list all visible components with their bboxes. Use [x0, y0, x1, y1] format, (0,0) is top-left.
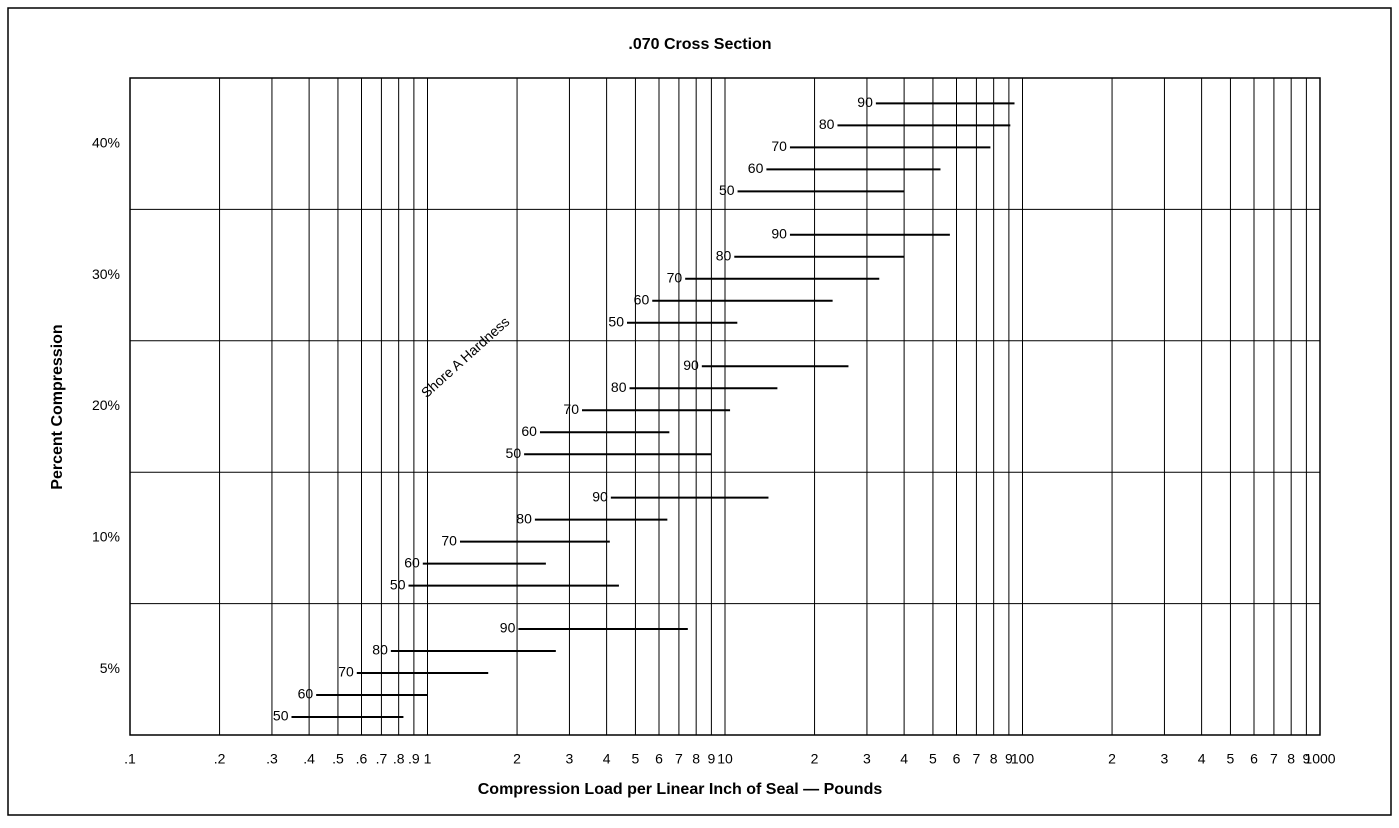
series-label: 50 [390, 576, 406, 592]
x-tick-label: 100 [1011, 751, 1035, 767]
x-tick-label: 10 [717, 751, 733, 767]
series-label: 80 [716, 248, 732, 264]
x-tick-label: .4 [303, 751, 315, 767]
y-axis-title: Percent Compression [49, 324, 66, 489]
series-label: 70 [563, 401, 579, 417]
x-tick-label: 4 [900, 751, 908, 767]
series-label: 90 [857, 94, 873, 110]
x-tick-label: 1000 [1304, 751, 1335, 767]
x-tick-label: 9 [707, 751, 715, 767]
x-tick-label: 6 [953, 751, 961, 767]
y-tick-label: 20% [92, 397, 120, 413]
x-tick-label: 5 [1227, 751, 1235, 767]
x-tick-label: 3 [863, 751, 871, 767]
x-tick-label: 5 [929, 751, 937, 767]
series-label: 60 [298, 686, 314, 702]
series-label: 90 [500, 620, 516, 636]
x-tick-label: 3 [1161, 751, 1169, 767]
x-tick-label: .9 [408, 751, 420, 767]
series-label: 50 [273, 708, 289, 724]
plot-border [129, 77, 1321, 736]
series-label: 80 [819, 116, 835, 132]
y-tick-label: 40% [92, 134, 120, 150]
x-tick-label: .2 [214, 751, 226, 767]
x-tick-label: 3 [566, 751, 574, 767]
x-tick-label: .5 [332, 751, 344, 767]
x-tick-label: 2 [1108, 751, 1116, 767]
series-label: 90 [592, 488, 608, 504]
x-tick-label: 5 [632, 751, 640, 767]
series-label: 70 [771, 138, 787, 154]
x-tick-label: 4 [603, 751, 611, 767]
series-label: 50 [719, 182, 735, 198]
x-tick-label: 2 [513, 751, 521, 767]
series-label: 50 [608, 314, 624, 330]
x-tick-label: .7 [376, 751, 388, 767]
series-label: 90 [771, 226, 787, 242]
series-label: 90 [683, 357, 699, 373]
y-tick-label: 30% [92, 266, 120, 282]
series-label: 70 [338, 664, 354, 680]
x-tick-label: 7 [973, 751, 981, 767]
series-label: 70 [667, 270, 683, 286]
series-label: 60 [404, 554, 420, 570]
x-tick-label: 4 [1198, 751, 1206, 767]
chart-title: .070 Cross Section [628, 36, 771, 53]
series-label: 60 [634, 292, 650, 308]
series-label: 80 [372, 642, 388, 658]
x-tick-label: 8 [990, 751, 998, 767]
x-tick-label: 7 [675, 751, 683, 767]
x-tick-label: 2 [811, 751, 819, 767]
x-tick-label: 8 [1287, 751, 1295, 767]
x-tick-label: 9 [1005, 751, 1013, 767]
x-tick-label: 9 [1302, 751, 1310, 767]
x-tick-label: 6 [1250, 751, 1258, 767]
x-tick-label: 1 [424, 751, 432, 767]
y-tick-label: 5% [100, 660, 120, 676]
series-label: 80 [611, 379, 627, 395]
x-tick-label: .8 [393, 751, 405, 767]
x-tick-label: .1 [124, 751, 136, 767]
series-label: 80 [516, 510, 532, 526]
x-tick-label: .6 [356, 751, 368, 767]
series-label: 60 [521, 423, 537, 439]
y-tick-label: 10% [92, 529, 120, 545]
series-label: 60 [748, 160, 764, 176]
frame [7, 7, 1392, 816]
series-label: 70 [441, 532, 457, 548]
x-tick-label: .3 [266, 751, 278, 767]
x-tick-label: 7 [1270, 751, 1278, 767]
x-tick-label: 6 [655, 751, 663, 767]
series-label: 50 [506, 445, 522, 461]
x-axis-title: Compression Load per Linear Inch of Seal… [478, 781, 883, 798]
x-tick-label: 8 [692, 751, 700, 767]
